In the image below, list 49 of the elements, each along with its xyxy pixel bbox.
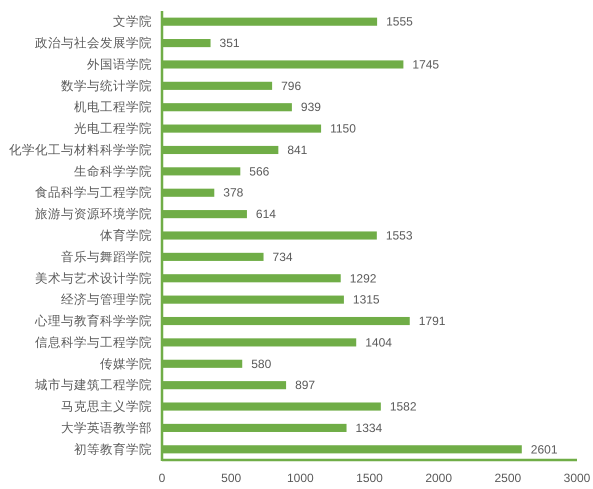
y-tick-label: 城市与建筑工程学院 [34, 378, 152, 392]
y-tick-label: 食品科学与工程学院 [35, 186, 152, 200]
y-tick-label: 传媒学院 [100, 356, 152, 371]
y-tick-label: 旅游与资源环境学院 [35, 206, 152, 222]
y-tick-label: 文学院 [113, 14, 152, 29]
y-tick-label: 音乐与舞蹈学院 [61, 250, 152, 264]
y-tick-label: 经济与管理学院 [61, 292, 152, 307]
x-tick-label: 2000 [425, 471, 452, 485]
y-tick-label: 政治与社会发展学院 [35, 36, 152, 50]
x-tick-label: 0 [158, 471, 166, 485]
y-tick-label: 光电工程学院 [74, 122, 152, 136]
y-tick-label: 生命科学学院 [74, 164, 152, 178]
data-label: 939 [300, 100, 322, 114]
y-tick-label: 信息科学与工程学院 [35, 335, 152, 350]
data-label: 1582 [390, 400, 417, 414]
y-tick-label: 外国语学院 [87, 57, 152, 72]
data-label: 2601 [530, 442, 558, 456]
y-tick-label: 心理与教育科学学院 [34, 313, 152, 328]
data-label: 841 [287, 142, 308, 157]
data-label: 1315 [352, 292, 380, 307]
data-label: 1150 [330, 122, 356, 136]
data-label: 1292 [350, 271, 377, 286]
data-label: 580 [251, 356, 272, 371]
data-label: 351 [220, 36, 240, 50]
data-label: 566 [249, 164, 270, 178]
y-tick-label: 大学英语教学部 [61, 420, 152, 435]
data-label: 1555 [386, 14, 414, 29]
data-label: 796 [281, 78, 302, 93]
x-tick-label: 1000 [286, 471, 314, 485]
data-label: 1334 [356, 420, 383, 435]
x-tick-label: 500 [221, 471, 242, 485]
data-label: 1745 [412, 57, 440, 72]
data-label: 614 [256, 207, 276, 222]
data-label: 1404 [365, 335, 392, 350]
y-tick-label: 数学与统计学院 [61, 78, 152, 93]
data-label: 734 [272, 250, 293, 264]
y-tick-label: 美术与艺术设计学院 [35, 270, 152, 286]
x-tick-label: 1500 [356, 471, 384, 485]
y-tick-label: 初等教育学院 [74, 441, 152, 456]
data-label: 1553 [386, 228, 413, 242]
y-tick-label: 马克思主义学院 [61, 398, 152, 414]
x-tick-label: 3000 [564, 471, 591, 485]
y-tick-label: 机电工程学院 [74, 100, 152, 114]
x-tick-label: 2500 [494, 471, 522, 485]
y-tick-label: 化学化工与材料科学学院 [9, 142, 152, 157]
y-tick-label: 体育学院 [100, 228, 152, 242]
data-label: 1791 [418, 314, 446, 328]
data-label: 897 [295, 378, 316, 392]
data-label: 378 [223, 186, 244, 200]
